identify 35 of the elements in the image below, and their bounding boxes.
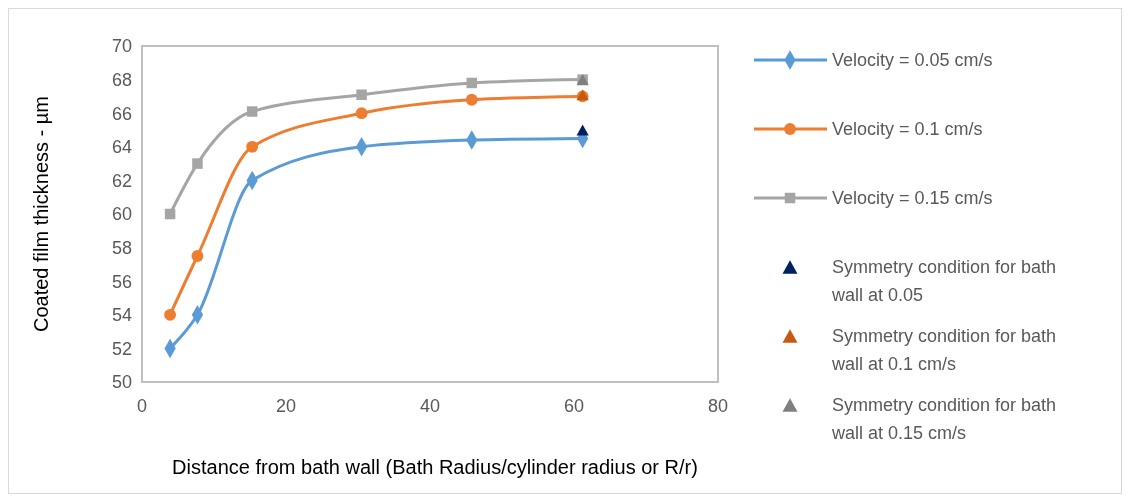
legend-label: Symmetry condition for bath wall at 0.05 [831,257,1057,306]
y-tick-label: 68 [111,69,132,90]
y-axis-title: Coated film thickness - µm [30,95,52,333]
y-tick-label: 64 [111,137,132,158]
point [466,77,477,89]
point [164,208,176,220]
point [576,124,589,136]
y-tick-label: 54 [111,305,132,326]
point [356,89,367,100]
y-tick-label: 62 [111,170,132,191]
legend-label: Velocity = 0.05 cm/s [832,50,993,71]
point [192,158,203,169]
point [355,107,368,120]
point [191,250,204,262]
legend-label: Velocity = 0.15 cm/s [832,188,993,209]
x-tick-label: 20 [275,396,297,416]
legend-label: Symmetry condition for bath wall at 0.15 cm/s [831,395,1057,444]
y-tick-label: 56 [111,271,132,292]
x-tick-label: 40 [419,396,441,416]
point [246,106,258,117]
point [246,140,259,153]
x-tick-label: 80 [707,396,729,416]
legend-label: Velocity = 0.1 cm/s [832,119,983,140]
y-tick-label: 50 [111,372,132,393]
y-tick-label: 52 [111,338,132,359]
y-tick-label: 70 [111,36,132,57]
y-tick-label: 58 [111,237,132,258]
legend-label: Symmetry condition for bath wall at 0.1 cm/s [831,326,1057,375]
x-tick-label: 0 [136,396,148,416]
y-tick-label: 60 [111,204,132,225]
point [164,308,176,321]
y-tick-label: 66 [111,103,132,124]
point [465,93,478,106]
x-axis-title: Distance from bath wall (Bath Radius/cylinder radius or R/r) [172,456,698,478]
x-tick-label: 60 [563,396,585,416]
